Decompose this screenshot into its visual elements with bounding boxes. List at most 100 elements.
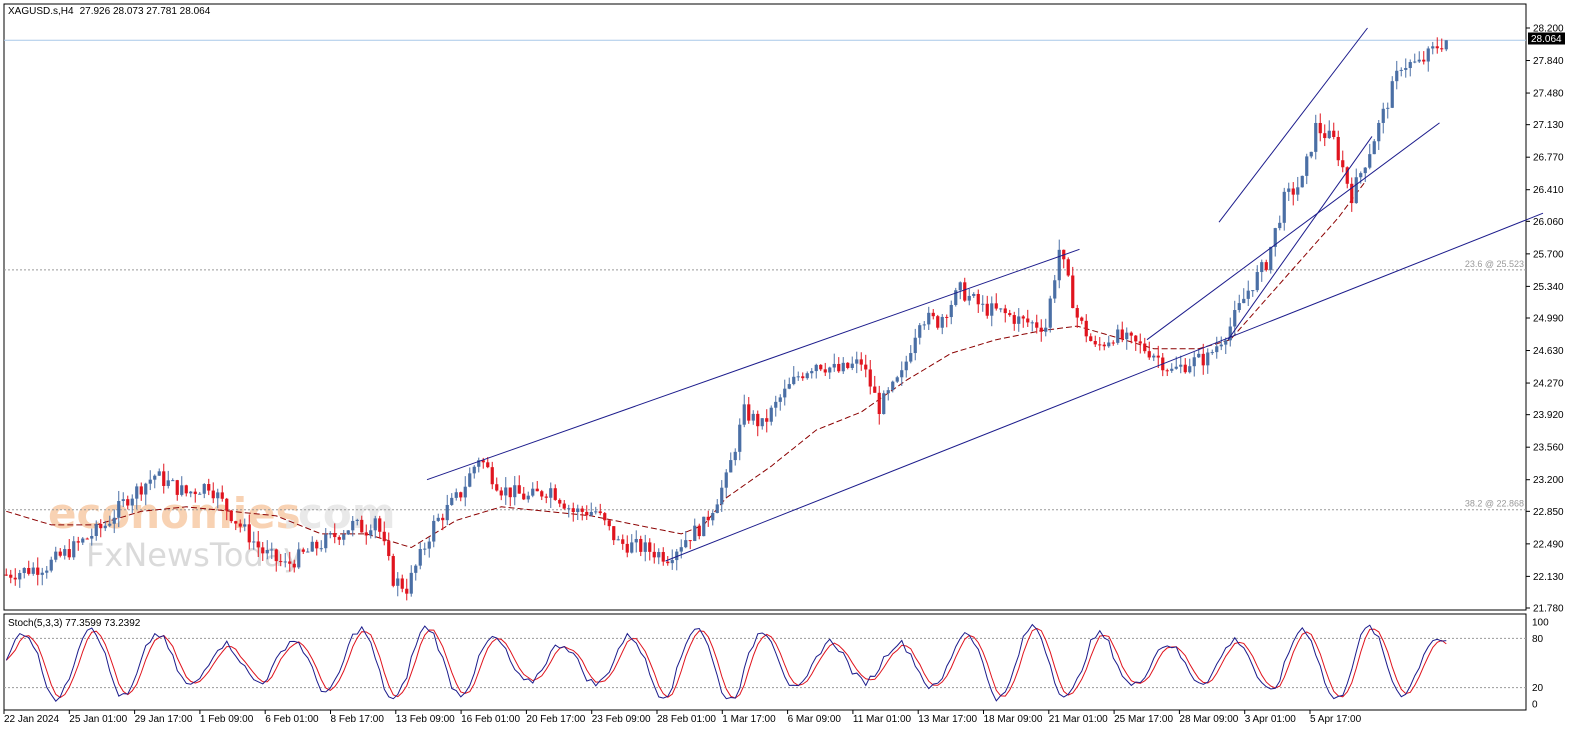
candle-body — [1111, 342, 1115, 344]
candle-body — [1143, 343, 1147, 352]
time-tick-label: 20 Feb 17:00 — [526, 714, 585, 725]
current-price-label: 28.064 — [1531, 34, 1562, 45]
candle-body — [1336, 136, 1340, 161]
candle-body — [67, 549, 71, 558]
time-tick-label: 16 Feb 01:00 — [461, 714, 520, 725]
candle-body — [729, 460, 733, 473]
price-tick-label: 25.700 — [1533, 249, 1564, 260]
candle-body — [981, 303, 985, 305]
candle-body — [711, 513, 715, 521]
candle-body — [891, 381, 895, 391]
price-tick-label: 24.630 — [1533, 346, 1564, 357]
candle-body — [40, 572, 44, 575]
candle-body — [1098, 344, 1102, 346]
candle-body — [922, 324, 926, 326]
candle-body — [1017, 316, 1021, 324]
time-tick-label: 28 Mar 09:00 — [1179, 714, 1238, 725]
candle-body — [468, 473, 472, 487]
candle-body — [508, 487, 512, 498]
candle-body — [1395, 70, 1399, 82]
price-tick-label: 23.560 — [1533, 443, 1564, 454]
candle-body — [148, 479, 152, 484]
symbol-label: XAGUSD.s,H4 27.926 28.073 27.781 28.064 — [8, 6, 211, 17]
candle-body — [810, 371, 814, 374]
candle-body — [454, 492, 458, 498]
candle-body — [724, 472, 728, 488]
candle-body — [1066, 259, 1070, 276]
candle-body — [1246, 290, 1250, 299]
channel-outer-lower[interactable] — [665, 212, 1544, 562]
candle-body — [9, 574, 13, 578]
candle-body — [774, 401, 778, 408]
candle-body — [643, 542, 647, 552]
candle-body — [1237, 303, 1241, 311]
candle-body — [202, 484, 206, 494]
channel-steep-upper[interactable] — [1218, 27, 1368, 223]
candle-body — [288, 561, 292, 564]
candle-body — [805, 373, 809, 379]
channel-middle[interactable] — [1146, 122, 1440, 341]
candle-body — [270, 549, 274, 551]
candle-body — [540, 491, 544, 497]
candle-body — [139, 486, 143, 495]
candle-body — [1188, 366, 1192, 373]
candle-body — [1417, 59, 1421, 62]
candle-body — [211, 490, 215, 499]
candle-body — [850, 363, 854, 368]
candle-body — [225, 498, 229, 511]
candle-body — [1174, 366, 1178, 369]
candle-body — [1179, 364, 1183, 367]
candle-body — [346, 530, 350, 535]
candle-body — [117, 501, 121, 518]
candle-body — [342, 534, 346, 540]
candle-body — [1368, 154, 1372, 168]
candle-body — [571, 508, 575, 512]
channel-outer-upper[interactable] — [426, 248, 1080, 481]
candle-body — [1413, 61, 1417, 63]
candle-body — [1165, 370, 1169, 372]
price-tick-label: 23.920 — [1533, 410, 1564, 421]
candle-body — [1332, 130, 1336, 137]
candle-body — [1435, 46, 1439, 49]
candle-body — [1282, 191, 1286, 223]
candle-body — [1318, 122, 1322, 134]
candle-body — [418, 548, 422, 566]
price-tick-label: 22.130 — [1533, 572, 1564, 583]
time-tick-label: 21 Mar 01:00 — [1049, 714, 1108, 725]
candle-body — [702, 516, 706, 537]
candle-body — [567, 508, 571, 510]
candle-body — [900, 370, 904, 378]
candle-body — [135, 486, 139, 499]
candle-body — [423, 548, 427, 550]
candle-body — [859, 359, 863, 365]
candle-body — [634, 538, 638, 543]
stoch-tick-label: 0 — [1532, 700, 1538, 711]
candle-body — [1089, 336, 1093, 342]
candle-body — [1273, 228, 1277, 247]
channel-steep-lower[interactable] — [1227, 136, 1373, 340]
candle-body — [261, 547, 265, 554]
candle-body — [733, 451, 737, 461]
time-tick-label: 28 Feb 01:00 — [657, 714, 716, 725]
candle-body — [1359, 173, 1363, 178]
candle-body — [297, 549, 301, 568]
candle-body — [828, 367, 832, 373]
candle-body — [378, 518, 382, 532]
candle-body — [661, 552, 665, 562]
candle-body — [756, 413, 760, 427]
candle-body — [1242, 298, 1246, 304]
candle-body — [1129, 332, 1133, 336]
price-tick-label: 27.840 — [1533, 56, 1564, 67]
candle-body — [693, 525, 697, 542]
candle-body — [1381, 108, 1385, 123]
candle-body — [99, 523, 103, 529]
candle-body — [630, 542, 634, 553]
candle-body — [54, 551, 58, 560]
price-tick-label: 22.490 — [1533, 539, 1564, 550]
candle-body — [207, 484, 211, 491]
candle-body — [13, 577, 17, 580]
candle-body — [432, 520, 436, 542]
candle-body — [612, 526, 616, 541]
candle-body — [855, 359, 859, 364]
candle-body — [1030, 322, 1034, 324]
